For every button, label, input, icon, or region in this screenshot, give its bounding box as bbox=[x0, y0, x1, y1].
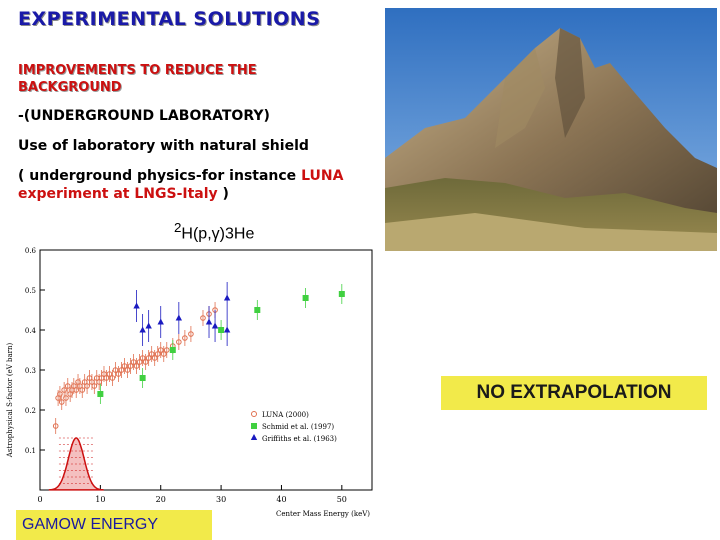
schmid-point bbox=[169, 347, 176, 353]
x-tick-label: 40 bbox=[276, 495, 286, 504]
schmid-point bbox=[97, 391, 104, 397]
luna-point bbox=[121, 363, 128, 369]
luna-point bbox=[57, 391, 63, 397]
luna-point bbox=[176, 339, 182, 345]
no-extrapolation-text: NO EXTRAPOLATION bbox=[476, 382, 672, 403]
reaction-main: H(p, bbox=[181, 225, 212, 243]
y-tick-label: 0.6 bbox=[25, 247, 37, 255]
luna-line: ( underground physics-for instance LUNA bbox=[18, 168, 343, 184]
luna-point bbox=[118, 367, 125, 373]
schmid-point bbox=[338, 291, 345, 297]
schmid-point bbox=[254, 307, 261, 313]
schmid-point bbox=[139, 375, 146, 381]
luna-point bbox=[52, 423, 59, 429]
x-tick-label: 0 bbox=[37, 495, 42, 504]
griffiths-point bbox=[205, 318, 213, 325]
legend-marker-luna bbox=[251, 411, 257, 417]
luna-point bbox=[109, 375, 116, 381]
griffiths-point bbox=[175, 314, 183, 321]
luna-point bbox=[133, 363, 140, 369]
luna-point bbox=[61, 387, 67, 393]
luna-point bbox=[136, 359, 143, 365]
s-factor-chart: 0 10 20 30 40 50 0.1 0.2 0.3 0.4 0.5 0.6 Center Mass… bbox=[6, 247, 373, 518]
luna-point bbox=[124, 367, 131, 373]
luna-point bbox=[151, 355, 158, 361]
gamow-energy-text: GAMOW ENERGY bbox=[22, 516, 159, 533]
luna-point bbox=[63, 395, 69, 401]
plot-frame bbox=[39, 249, 373, 491]
reaction-close: )3 bbox=[219, 225, 234, 243]
luna-point bbox=[145, 355, 152, 361]
luna-point bbox=[160, 351, 167, 357]
griffiths-point bbox=[223, 294, 231, 301]
lngs-close: ) bbox=[217, 186, 229, 202]
luna-line-text: ( underground physics-for instance bbox=[18, 168, 302, 184]
y-axis-label: Astrophysical S-factor (eV barn) bbox=[6, 343, 14, 459]
luna-point bbox=[154, 351, 161, 357]
x-axis-label: Center Mass Energy (keV) bbox=[276, 510, 370, 518]
legend-label: Griffiths et al. (1963) bbox=[262, 435, 337, 443]
reaction-deuteron-mass: 2 bbox=[174, 220, 182, 235]
x-tick-label: 50 bbox=[337, 495, 347, 504]
y-tick-label: 0.5 bbox=[25, 287, 36, 295]
luna-point bbox=[106, 371, 113, 377]
gamow-energy-label: GAMOW ENERGY bbox=[16, 510, 212, 540]
luna-point bbox=[157, 347, 164, 353]
griffiths-point bbox=[133, 302, 140, 309]
legend-marker-griffiths bbox=[250, 434, 258, 440]
griffiths-point bbox=[223, 326, 231, 333]
reaction-label: 2H(p,γ)3He bbox=[174, 220, 254, 243]
legend-label: Schmid et al. (1997) bbox=[262, 423, 334, 431]
luna-point bbox=[139, 355, 146, 361]
luna-point bbox=[73, 387, 80, 393]
mountain-photo bbox=[385, 8, 717, 251]
luna-point bbox=[130, 359, 137, 365]
luna-point bbox=[103, 375, 110, 381]
x-tick-label: 20 bbox=[156, 495, 166, 504]
schmid-point bbox=[218, 327, 225, 333]
legend-marker-schmid bbox=[251, 423, 257, 429]
no-extrapolation-badge: NO EXTRAPOLATION bbox=[441, 376, 707, 410]
luna-point bbox=[200, 315, 206, 321]
schmid-point bbox=[302, 295, 309, 301]
luna-name: LUNA bbox=[301, 168, 344, 184]
natural-shield-line: Use of laboratory with natural shield bbox=[18, 138, 309, 154]
y-tick-label: 0.3 bbox=[25, 367, 36, 375]
luna-point bbox=[148, 351, 155, 357]
underground-lab-line: -(UNDERGROUND LABORATORY) bbox=[18, 108, 270, 124]
slide-title: EXPERIMENTAL SOLUTIONS bbox=[18, 8, 321, 30]
griffiths-point bbox=[211, 322, 219, 329]
luna-point bbox=[58, 399, 65, 405]
lngs-text: experiment at LNGS-Italy bbox=[18, 186, 218, 202]
lngs-line: experiment at LNGS-Italy ) bbox=[18, 186, 229, 202]
luna-point bbox=[142, 359, 149, 365]
reaction-gamma: γ bbox=[211, 225, 220, 243]
griffiths-point bbox=[157, 318, 164, 325]
luna-point bbox=[188, 331, 194, 337]
y-tick-label: 0.4 bbox=[25, 327, 37, 335]
luna-point bbox=[127, 363, 134, 369]
luna-point bbox=[182, 335, 188, 341]
x-tick-label: 10 bbox=[95, 495, 105, 504]
griffiths-point bbox=[139, 326, 146, 333]
y-tick-label: 0.2 bbox=[25, 407, 36, 415]
reaction-he: He bbox=[233, 225, 255, 243]
griffiths-point bbox=[145, 322, 152, 329]
legend-label: LUNA (2000) bbox=[262, 411, 309, 419]
x-tick-label: 30 bbox=[216, 495, 226, 504]
luna-point bbox=[112, 367, 119, 373]
y-tick-label: 0.1 bbox=[25, 447, 36, 455]
luna-point bbox=[115, 371, 122, 377]
slide-subtitle: IMPROVEMENTS TO REDUCE THE BACKGROUND bbox=[18, 63, 257, 95]
luna-point bbox=[163, 347, 170, 353]
